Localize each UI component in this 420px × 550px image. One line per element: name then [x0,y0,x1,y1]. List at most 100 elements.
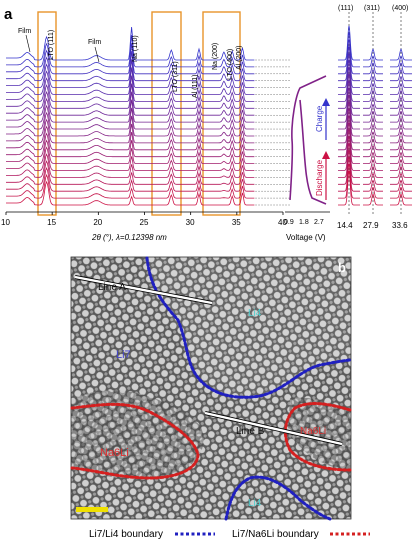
voltage-tick-1.8: 1.8 [299,219,309,226]
zoom-trace [390,186,412,199]
voltage-connectors [255,59,290,206]
zoom-trace [363,96,383,109]
xrd-trace [6,146,255,171]
x-axis-label: 2θ (°), λ=0.12398 nm [91,233,167,242]
xrd-trace [6,125,255,151]
line-b-marker-inner [204,411,343,446]
charge-label: Charge [315,105,324,132]
zoom-trace [338,53,360,88]
zoom-trace [390,179,412,192]
peak-label-lto111: LTO (111) [48,30,55,60]
zoom-trace [338,143,360,178]
x-tick-label: 15 [47,218,56,227]
xrd-trace [6,160,255,185]
region-label-li7: Li7 [116,349,131,361]
zoom-trace [390,69,412,82]
zoom-trace [390,48,412,61]
zoom-trace [363,165,383,178]
zoom-trace [338,136,360,171]
tem-frame [70,256,352,520]
xrd-trace [6,118,255,144]
x-tick-label: 10 [1,218,10,227]
zoom-trace [338,87,360,123]
region-label-na6li-left: Na6Li [100,447,129,459]
li7-na6li-boundary [70,402,200,480]
x-tick-label: 25 [140,218,149,227]
zoom-trace [338,129,360,164]
xrd-trace [6,132,255,158]
zoom-trace [338,115,360,151]
xrd-trace [6,97,255,123]
zoom-trace [338,156,360,192]
xrd-trace [6,167,255,192]
peak-label-lto400: LTO (400) [227,49,234,80]
panel-b-label: b [338,260,346,275]
zoom-trace [390,131,412,144]
zoom-trace [390,75,412,88]
xrd-trace [6,26,255,61]
peak-label-film-mid: Film [88,39,101,46]
scale-bar [76,507,108,512]
zoom-trace [363,145,383,158]
line-a-label: Line A [98,282,126,293]
zoom-trace [363,89,383,102]
zoom-trace [390,82,412,95]
zoom-tick-33.6: 33.6 [392,221,408,230]
zoom-trace [390,96,412,109]
zoom-trace [390,158,412,171]
zoom-tick-27.9: 27.9 [363,221,379,230]
zoom-trace [363,75,383,88]
zoom-trace [390,89,412,102]
legend-li7-li4-text: Li7/Li4 boundary [89,529,163,540]
voltage-tick-2.7: 2.7 [314,219,324,226]
zoom-trace [363,103,383,116]
zoom-trace [390,103,412,116]
zoom-trace [338,67,360,102]
xrd-trace [6,51,255,82]
zoom-trace [363,62,383,75]
zoom-trace [390,55,412,68]
zoom-trace [363,193,383,206]
peak-label-al111: Al (111) [192,75,199,98]
zoom-trace [390,124,412,137]
x-axis-ticks: 10 15 20 25 30 35 40 [1,212,287,227]
highlight-box-lto311 [151,11,182,216]
zoom-trace [363,48,383,61]
zoom-trace [390,138,412,151]
zoom-top-label-311: (311) [364,5,380,12]
li7-li4-boundary [224,475,332,521]
peak-label-al200: Al (200) [236,45,243,70]
zoom-tick-14.4: 14.4 [337,221,353,230]
zoom-trace [338,60,360,95]
peak-label-na110: Na (110) [132,35,139,62]
zoom-trace [363,138,383,151]
zoom-trace [390,145,412,158]
zoom-trace [338,39,360,75]
zoom-trace [363,124,383,137]
xrd-trace [6,104,255,130]
line-b-label: Line B [236,426,265,437]
xrd-traces [6,26,255,206]
li7-li4-boundary [145,256,352,399]
voltage-profile-curve [289,75,327,205]
zoom-trace [363,131,383,144]
xrd-trace [6,139,255,165]
zoom-trace [390,165,412,178]
region-label-li4-bottom: Li4 [248,498,262,509]
xrd-trace [6,91,255,116]
zoom-trace [390,193,412,206]
peak-arrow-film-mid [94,46,100,63]
peak-label-film-left: Film [18,28,31,35]
xrd-trace [6,59,255,89]
zoom-trace [338,170,360,206]
zoom-trace [338,122,360,158]
panel-a-label: a [4,6,13,23]
xrd-trace [6,153,255,178]
zoom-panels [338,12,412,216]
discharge-label: Discharge [315,159,324,196]
zoom-trace [363,158,383,171]
legend-li7-na6li-text: Li7/Na6Li boundary [232,529,319,540]
zoom-trace [338,32,360,68]
zoom-trace [363,82,383,95]
